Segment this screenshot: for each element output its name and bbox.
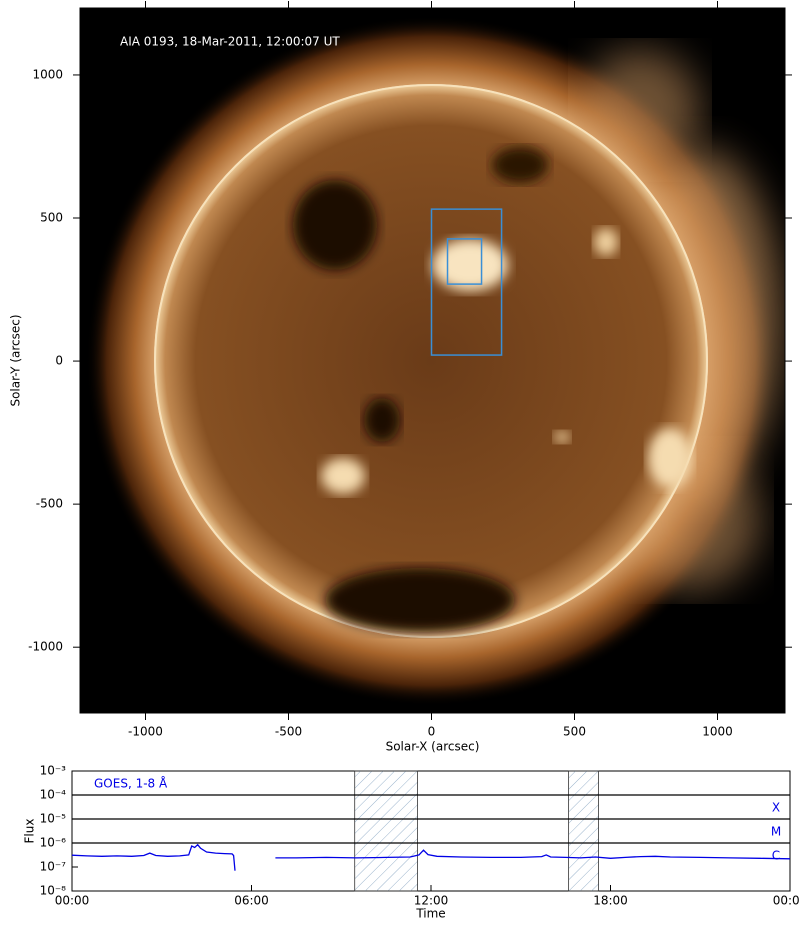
x-tick-label: 1000 — [702, 725, 733, 739]
x-tick-label: -1000 — [128, 725, 163, 739]
solar-image — [80, 8, 785, 713]
x-tick-label: 00:00 — [773, 894, 799, 908]
x-tick-label: -500 — [275, 725, 302, 739]
class-label: X — [772, 801, 780, 815]
y-tick-label: -1000 — [28, 640, 63, 654]
flux-line — [71, 843, 791, 871]
y-tick-label: 1000 — [32, 67, 63, 81]
y-axis-label: Solar-Y (arcsec) — [9, 314, 23, 406]
class-label: C — [772, 849, 780, 863]
y-tick-label: 500 — [40, 211, 63, 225]
y-tick-label: 10⁻³ — [40, 764, 67, 778]
x-axis-label: Solar-X (arcsec) — [386, 740, 480, 754]
y-tick-label: -500 — [36, 497, 63, 511]
class-label: M — [771, 825, 781, 839]
y-axis-label: Flux — [23, 819, 37, 844]
y-tick-label: 10⁻⁶ — [40, 836, 67, 850]
y-tick-label: 10⁻⁴ — [40, 788, 67, 802]
region-box — [430, 208, 503, 356]
x-tick-label: 0 — [428, 725, 436, 739]
goes-panel — [71, 770, 791, 892]
annotation: AIA 0193, 18-Mar-2011, 12:00:07 UT — [120, 35, 340, 49]
x-tick-label: 00:00 — [55, 894, 90, 908]
y-tick-label: 10⁻⁸ — [40, 884, 67, 898]
y-tick-label: 0 — [55, 354, 63, 368]
legend-entry: GOES, 1-8 Å — [94, 776, 168, 791]
x-tick-label: 18:00 — [593, 894, 628, 908]
shaded-interval — [568, 770, 599, 892]
x-tick-label: 12:00 — [414, 894, 449, 908]
axes-frame — [79, 7, 786, 714]
region-box — [446, 238, 483, 285]
y-tick-label: 10⁻⁷ — [40, 860, 67, 874]
x-axis-label: Time — [415, 907, 445, 921]
y-tick-label: 10⁻⁵ — [40, 812, 67, 826]
x-tick-label: 500 — [563, 725, 586, 739]
x-tick-label: 06:00 — [234, 894, 269, 908]
shaded-interval — [354, 770, 418, 892]
